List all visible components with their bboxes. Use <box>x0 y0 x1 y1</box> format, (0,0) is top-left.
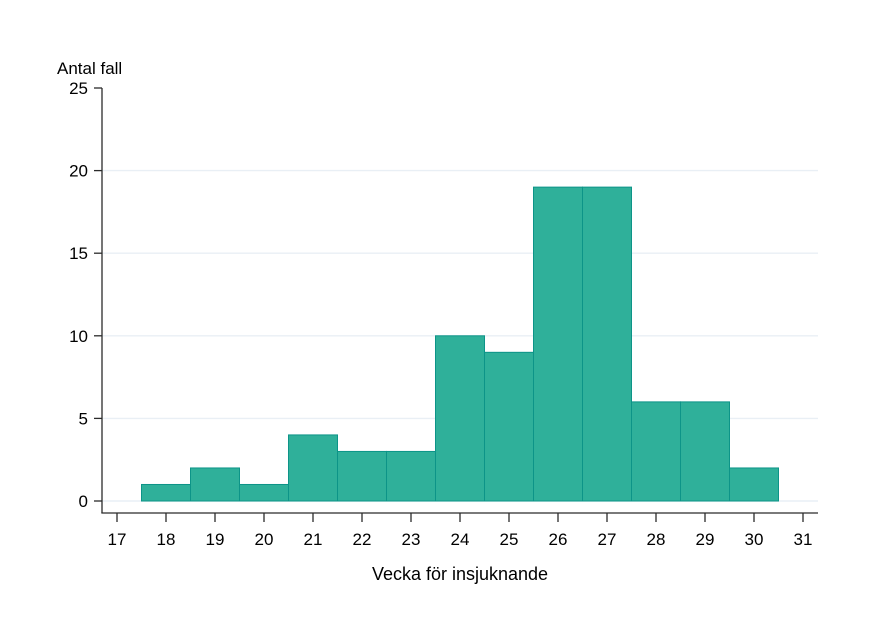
x-tick-label-31: 31 <box>794 530 813 549</box>
x-tick-label-19: 19 <box>206 530 225 549</box>
x-tick-label-24: 24 <box>451 530 470 549</box>
bar-week-27 <box>582 186 632 502</box>
bar-week-19 <box>190 467 240 502</box>
bar-week-25 <box>484 351 534 502</box>
x-tick-label-30: 30 <box>745 530 764 549</box>
x-tick-label-17: 17 <box>108 530 127 549</box>
bar-week-28 <box>631 401 681 502</box>
x-tick-label-26: 26 <box>549 530 568 549</box>
x-tick-label-22: 22 <box>353 530 372 549</box>
bar-week-20 <box>239 483 289 502</box>
y-axis-title: Antal fall <box>57 59 123 78</box>
x-tick-label-29: 29 <box>696 530 715 549</box>
bar-week-30 <box>729 467 779 502</box>
x-tick-label-21: 21 <box>304 530 323 549</box>
x-tick-label-20: 20 <box>255 530 274 549</box>
y-tick-label-20: 20 <box>69 162 88 181</box>
y-tick-label-15: 15 <box>69 244 88 263</box>
y-tick-label-0: 0 <box>79 492 88 511</box>
x-tick-label-18: 18 <box>157 530 176 549</box>
bar-week-29 <box>680 401 730 502</box>
y-tick-label-25: 25 <box>69 79 88 98</box>
x-tick-label-27: 27 <box>598 530 617 549</box>
bar-week-23 <box>386 450 436 502</box>
x-axis-title: Vecka för insjuknande <box>371 564 549 584</box>
x-tick-label-28: 28 <box>647 530 666 549</box>
bar-week-24 <box>435 335 485 502</box>
bar-week-18 <box>141 483 191 502</box>
y-tick-label-10: 10 <box>69 327 88 346</box>
x-tick-label-23: 23 <box>402 530 421 549</box>
bar-week-21 <box>288 434 338 502</box>
bar-week-26 <box>533 186 583 502</box>
bar-week-22 <box>337 450 387 502</box>
y-tick-label-5: 5 <box>79 409 88 428</box>
x-tick-label-25: 25 <box>500 530 519 549</box>
